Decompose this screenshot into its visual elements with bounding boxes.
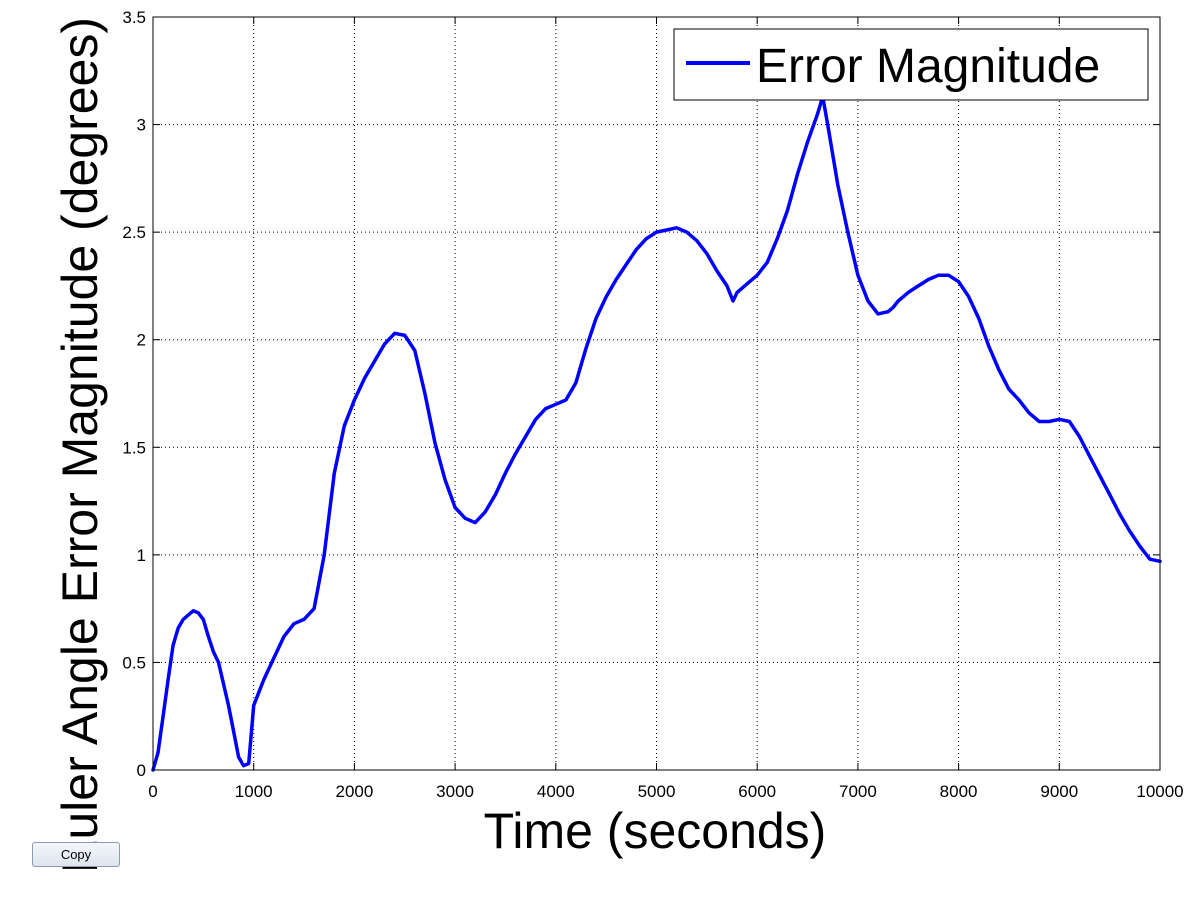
x-tick-label: 3000 xyxy=(436,782,474,801)
y-tick-label: 0 xyxy=(137,761,146,780)
y-tick-label: 0.5 xyxy=(122,653,146,672)
y-tick-label: 1.5 xyxy=(122,438,146,457)
y-tick-label: 1 xyxy=(137,546,146,565)
y-tick-label: 3 xyxy=(137,116,146,135)
copy-button[interactable]: Copy xyxy=(32,842,120,867)
x-tick-label: 0 xyxy=(148,782,157,801)
x-tick-label: 9000 xyxy=(1040,782,1078,801)
grid xyxy=(153,17,1160,770)
x-tick-label: 10000 xyxy=(1136,782,1183,801)
series-layer xyxy=(151,94,1162,772)
legend: Error Magnitude xyxy=(673,28,1149,101)
y-tick-label: 2.5 xyxy=(122,223,146,242)
x-tick-label: 2000 xyxy=(335,782,373,801)
x-tick-label: 1000 xyxy=(235,782,273,801)
x-axis-label: Time (seconds) xyxy=(484,803,827,859)
y-tick-label: 2 xyxy=(137,331,146,350)
x-tick-label: 4000 xyxy=(537,782,575,801)
series-line-0 xyxy=(151,94,1162,772)
legend-entry-error-magnitude: Error Magnitude xyxy=(756,40,1100,93)
x-tick-label: 7000 xyxy=(839,782,877,801)
x-tick-label: 6000 xyxy=(738,782,776,801)
y-tick-labels: 0 0.5 1 1.5 2 2.5 3 3.5 xyxy=(122,8,146,780)
x-tick-labels: 0 1000 2000 3000 4000 5000 6000 7000 8000 9000 100… xyxy=(148,782,1183,801)
x-tick-label: 5000 xyxy=(638,782,676,801)
x-tick-label: 8000 xyxy=(940,782,978,801)
y-tick-label: 3.5 xyxy=(122,8,146,27)
y-axis-label: Euler Angle Error Magnitude (degrees) xyxy=(52,17,108,873)
ticks xyxy=(152,16,1161,771)
legend-box xyxy=(673,28,1149,101)
